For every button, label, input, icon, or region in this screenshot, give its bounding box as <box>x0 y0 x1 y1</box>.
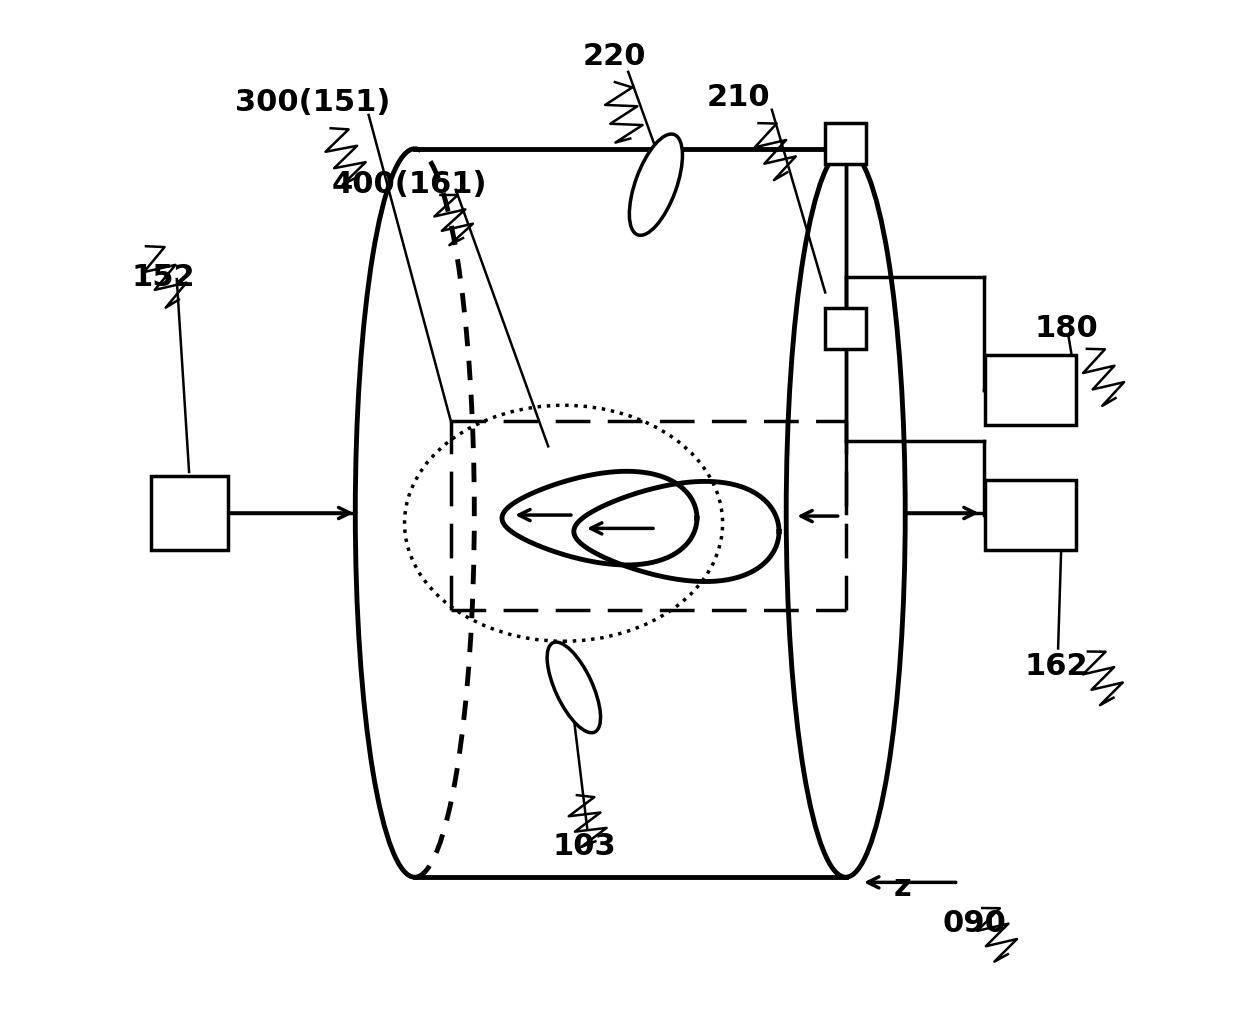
Text: 103: 103 <box>552 832 616 861</box>
Bar <box>986 355 1075 425</box>
Text: z: z <box>893 873 911 902</box>
Bar <box>986 480 1075 550</box>
Text: 210: 210 <box>706 83 770 112</box>
Bar <box>825 123 867 164</box>
Text: 400(161): 400(161) <box>332 170 487 199</box>
Text: 162: 162 <box>1024 653 1087 681</box>
Text: 152: 152 <box>131 263 195 291</box>
Ellipse shape <box>630 134 682 235</box>
Bar <box>150 476 228 550</box>
Ellipse shape <box>547 642 600 733</box>
Text: 300(151): 300(151) <box>234 88 389 117</box>
Bar <box>825 308 867 349</box>
Text: 180: 180 <box>1034 314 1099 343</box>
Text: 220: 220 <box>583 42 646 71</box>
Text: 090: 090 <box>942 909 1006 938</box>
